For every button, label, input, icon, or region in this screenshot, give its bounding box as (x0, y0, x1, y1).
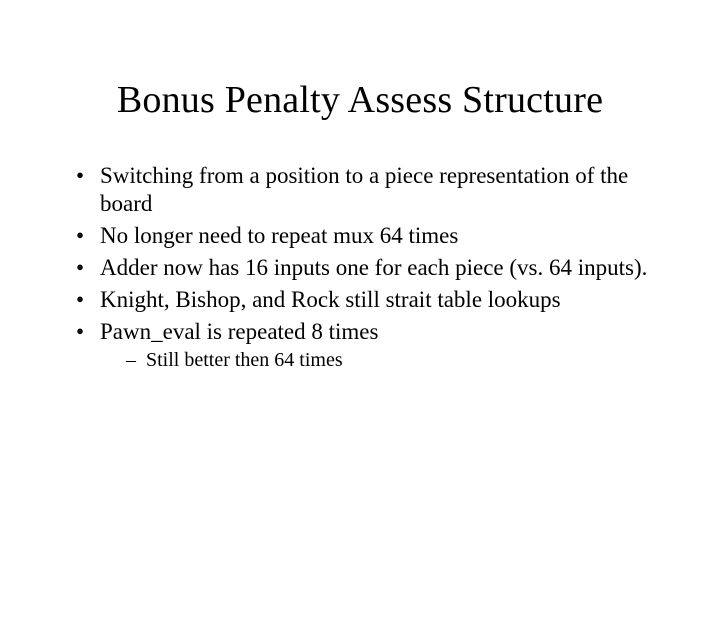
bullet-text: Knight, Bishop, and Rock still strait ta… (100, 287, 561, 312)
bullet-text: No longer need to repeat mux 64 times (100, 223, 458, 248)
list-item: Pawn_eval is repeated 8 times Still bett… (72, 318, 660, 372)
list-item: Switching from a position to a piece rep… (72, 162, 660, 218)
list-item: Knight, Bishop, and Rock still strait ta… (72, 286, 660, 314)
bullet-list: Switching from a position to a piece rep… (72, 162, 660, 373)
sub-bullet-list: Still better then 64 times (124, 348, 660, 372)
slide-title: Bonus Penalty Assess Structure (0, 78, 720, 122)
bullet-text: Pawn_eval is repeated 8 times (100, 319, 378, 344)
list-item: Still better then 64 times (124, 348, 660, 372)
slide: Bonus Penalty Assess Structure Switching… (0, 78, 720, 618)
list-item: Adder now has 16 inputs one for each pie… (72, 254, 660, 282)
bullet-text: Adder now has 16 inputs one for each pie… (100, 255, 647, 280)
list-item: No longer need to repeat mux 64 times (72, 222, 660, 250)
bullet-text: Switching from a position to a piece rep… (100, 163, 628, 216)
slide-body: Switching from a position to a piece rep… (72, 162, 660, 373)
sub-bullet-text: Still better then 64 times (146, 349, 343, 371)
